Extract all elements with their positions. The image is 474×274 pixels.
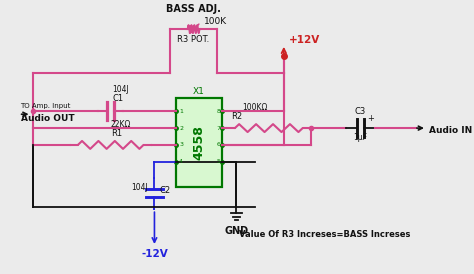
Text: 7: 7	[217, 125, 220, 131]
Text: 8: 8	[217, 109, 220, 114]
Text: Value Of R3 Increses=BASS Increses: Value Of R3 Increses=BASS Increses	[239, 230, 410, 238]
Text: 3: 3	[179, 142, 183, 147]
Text: 1μF: 1μF	[353, 133, 367, 142]
Text: 100KΩ: 100KΩ	[242, 103, 267, 112]
Text: Audio OUT: Audio OUT	[20, 114, 74, 123]
Text: R1: R1	[111, 129, 122, 138]
Text: 1: 1	[179, 109, 183, 114]
Text: R2: R2	[231, 112, 242, 121]
Text: C2: C2	[159, 186, 170, 195]
Text: BASS ADJ.: BASS ADJ.	[166, 4, 221, 14]
Text: 104J: 104J	[112, 85, 129, 95]
Text: 104J: 104J	[131, 184, 147, 192]
Text: -12V: -12V	[141, 249, 168, 259]
Text: Audio IN: Audio IN	[428, 125, 472, 135]
Text: GND: GND	[224, 226, 248, 236]
Text: 5: 5	[217, 159, 220, 164]
Text: +: +	[367, 114, 374, 123]
Text: 4558: 4558	[192, 125, 206, 160]
Text: 22KΩ: 22KΩ	[111, 120, 131, 129]
Text: C1: C1	[112, 94, 124, 103]
Text: 100K: 100K	[204, 17, 227, 26]
Text: C3: C3	[355, 107, 366, 116]
Text: +12V: +12V	[289, 35, 320, 45]
Bar	[176, 98, 222, 187]
Text: 6: 6	[217, 142, 220, 147]
Text: R3 POT.: R3 POT.	[177, 35, 210, 44]
Text: TO Amp. Input: TO Amp. Input	[20, 103, 71, 109]
Text: X1: X1	[193, 87, 205, 96]
Text: 2: 2	[179, 125, 183, 131]
Text: 4: 4	[179, 159, 183, 164]
